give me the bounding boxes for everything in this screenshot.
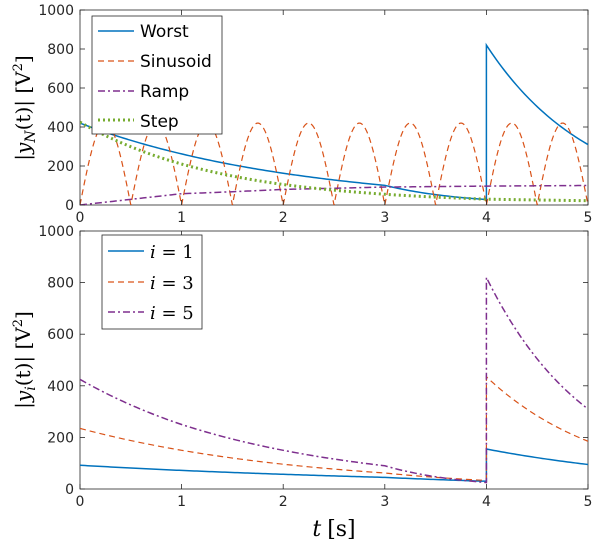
x-tick-label: 5: [584, 494, 593, 510]
legend-label-i5: i = 5: [150, 303, 194, 324]
y-tick-label: 400: [47, 120, 74, 136]
y-tick-label: 0: [65, 198, 74, 214]
x-tick-label: 3: [380, 210, 389, 226]
top-legend-box: [91, 15, 223, 135]
top-y-axis-label: |yN(t)| [V2]: [11, 55, 39, 160]
bottom-series-group: [80, 277, 588, 484]
y-tick-label: 600: [47, 327, 74, 343]
top-series-group: [80, 42, 588, 205]
x-tick-label: 4: [482, 210, 491, 226]
x-tick-label: 4: [482, 494, 491, 510]
x-tick-label: 1: [177, 210, 186, 226]
legend-label-sinusoid: Sinusoid: [140, 52, 212, 72]
x-tick-label: 0: [76, 494, 85, 510]
y-tick-label: 400: [47, 379, 74, 395]
y-tick-label: 600: [47, 81, 74, 97]
x-tick-label: 1: [177, 494, 186, 510]
x-tick-label: 2: [279, 494, 288, 510]
legend-label-ramp: Ramp: [140, 82, 189, 102]
x-tick-label: 0: [76, 210, 85, 226]
series-line-0-2: [80, 184, 588, 205]
bottom-axes: 0 1 2 3 4 5 0 200 400 600 800 1000 i = 1 i = 3 i = …: [11, 224, 592, 542]
series-line-0-0: [80, 42, 588, 201]
bottom-y-axis-label: |yi(t)| [V2]: [11, 311, 39, 409]
series-line-1-2: [80, 277, 588, 484]
x-axis-label: t [s]: [312, 517, 355, 542]
y-tick-label: 1000: [38, 224, 74, 240]
legend-label-i1: i = 1: [150, 242, 194, 263]
x-tick-label: 3: [380, 494, 389, 510]
series-line-0-3: [80, 120, 588, 203]
y-tick-label: 800: [47, 276, 74, 292]
bottom-ticks: 0 1 2 3 4 5 0 200 400 600 800 1000: [38, 224, 592, 510]
top-legend: Worst Sinusoid Ramp Step: [91, 15, 223, 135]
legend-label-step: Step: [140, 112, 179, 132]
y-tick-label: 1000: [38, 3, 74, 19]
y-tick-label: 200: [47, 430, 74, 446]
y-tick-label: 800: [47, 42, 74, 58]
y-tick-label: 0: [65, 482, 74, 498]
top-ticks: 0 1 2 3 4 5 0 200 400 600 800 1000: [38, 3, 592, 226]
series-line-0-1: [80, 122, 588, 205]
x-tick-label: 5: [584, 210, 593, 226]
legend-label-worst: Worst: [140, 22, 189, 42]
series-line-1-0: [80, 448, 588, 483]
top-axes: 0 1 2 3 4 5 0 200 400 600 800 1000 Worst Sinusoid R…: [11, 3, 592, 226]
y-tick-label: 200: [47, 159, 74, 175]
legend-label-i3: i = 3: [150, 273, 194, 294]
bottom-legend: i = 1 i = 3 i = 5: [101, 234, 203, 330]
x-tick-label: 2: [279, 210, 288, 226]
